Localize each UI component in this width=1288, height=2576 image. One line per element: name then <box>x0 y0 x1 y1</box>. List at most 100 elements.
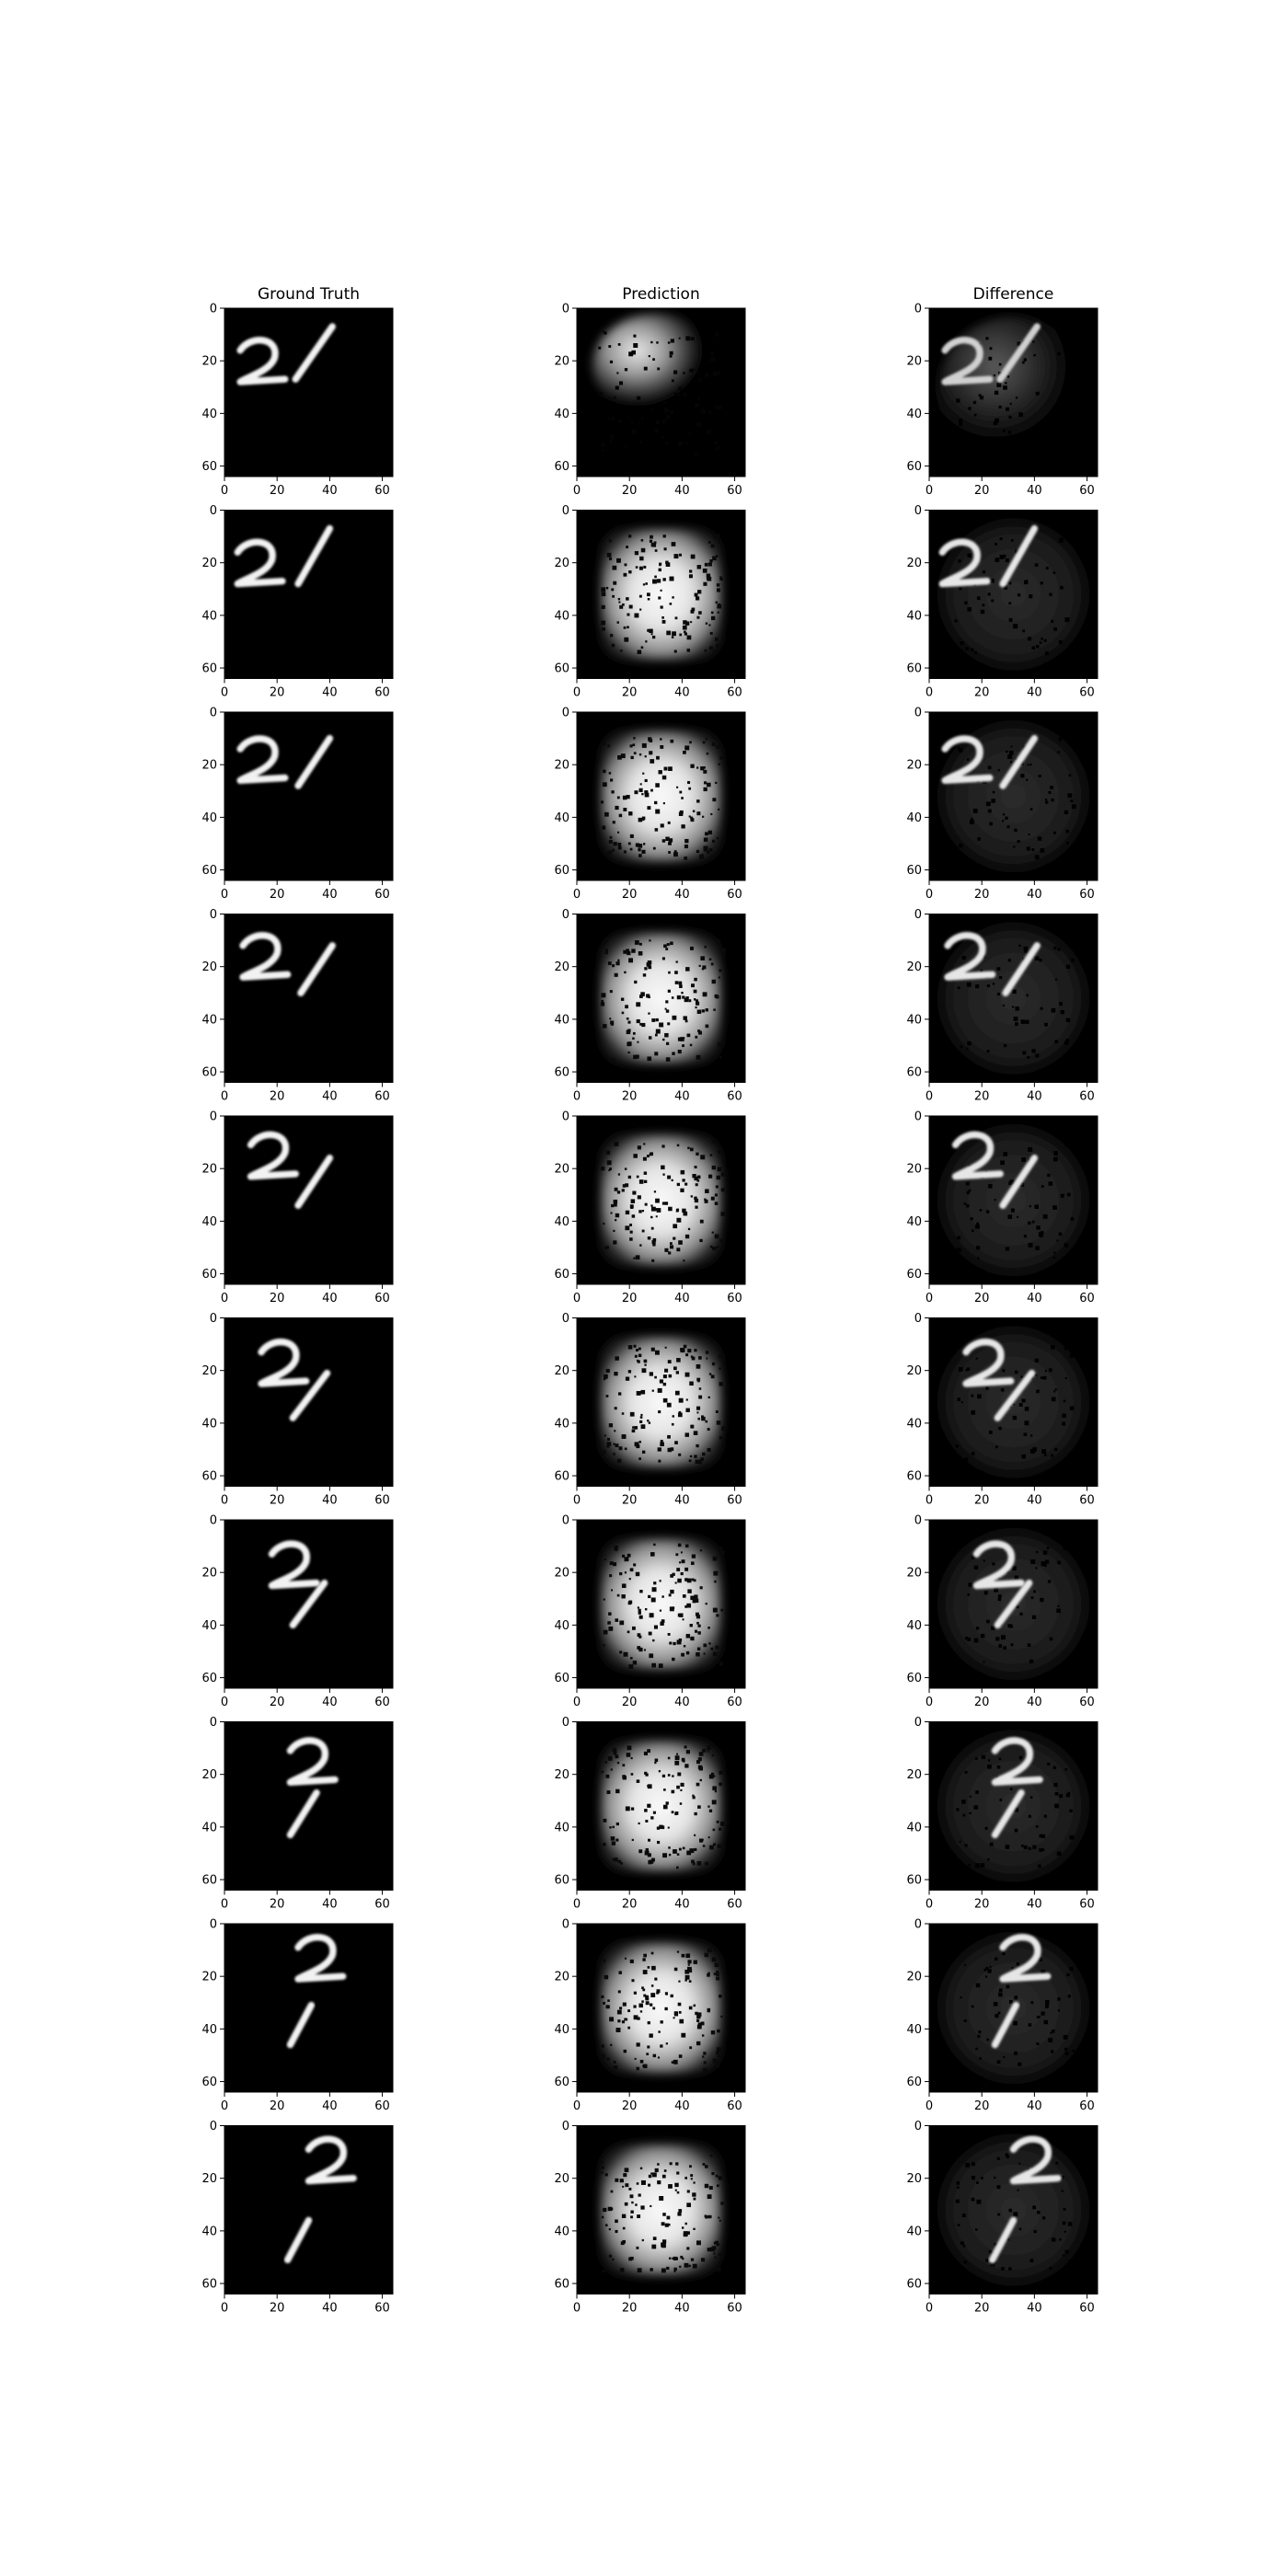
x-tick-label: 60 <box>727 888 742 902</box>
x-tick-label: 0 <box>221 1292 228 1305</box>
y-tick-label: 60 <box>906 2278 922 2292</box>
x-tick-label: 60 <box>1079 1696 1095 1709</box>
y-tick-label: 40 <box>554 2225 569 2238</box>
y-tick-label: 40 <box>201 609 217 623</box>
y-tick-label: 0 <box>562 1514 569 1528</box>
y-tick-label: 40 <box>201 1215 217 1229</box>
x-tick-label: 60 <box>374 888 390 902</box>
y-tick-label: 60 <box>906 1672 922 1685</box>
y-tick-label: 60 <box>906 662 922 676</box>
panel-difference-row-4: 0 20 40 60 0 20 40 60 <box>906 908 1098 1104</box>
x-tick-label: 40 <box>674 1696 690 1709</box>
column-title-difference: Difference <box>973 285 1054 304</box>
x-tick-label: 20 <box>974 2302 990 2316</box>
y-tick-label: 0 <box>210 1514 217 1528</box>
axes-frame <box>224 1721 394 1891</box>
y-tick-label: 40 <box>554 408 569 421</box>
x-tick-label: 20 <box>270 1090 285 1104</box>
axes-frame <box>928 2125 1098 2294</box>
x-tick-label: 60 <box>1079 484 1095 498</box>
y-tick-label: 60 <box>201 1268 217 1282</box>
x-tick-label: 0 <box>926 1696 933 1709</box>
x-tick-label: 0 <box>221 484 228 498</box>
x-tick-label: 0 <box>221 2099 228 2113</box>
y-tick-label: 20 <box>201 557 217 570</box>
panel-ground-truth-row-7: 0 20 40 60 0 20 40 60 <box>201 1514 394 1709</box>
y-tick-label: 0 <box>562 1312 569 1326</box>
x-tick-label: 40 <box>322 1090 338 1104</box>
y-tick-label: 0 <box>914 908 922 922</box>
x-tick-label: 40 <box>1027 484 1042 498</box>
x-tick-label: 40 <box>322 2099 338 2113</box>
axes-frame <box>928 711 1098 881</box>
y-tick-label: 60 <box>906 1066 922 1080</box>
panel-difference-row-2: 0 20 40 60 0 20 40 60 <box>906 504 1098 700</box>
x-tick-label: 0 <box>573 2302 581 2316</box>
y-tick-label: 60 <box>906 864 922 878</box>
x-tick-label: 60 <box>374 1898 390 1912</box>
y-tick-label: 40 <box>906 1013 922 1027</box>
axes-frame <box>576 307 746 477</box>
x-tick-label: 60 <box>727 1090 742 1104</box>
x-tick-label: 60 <box>374 2302 390 2316</box>
x-tick-label: 40 <box>322 484 338 498</box>
axes-frame <box>224 1317 394 1487</box>
panel-difference-row-5: 0 20 40 60 0 20 40 60 <box>906 1110 1098 1305</box>
x-tick-label: 40 <box>322 2302 338 2316</box>
x-tick-label: 40 <box>1027 2099 1042 2113</box>
panel-prediction-row-3: 0 20 40 60 0 20 40 60 <box>554 707 746 902</box>
x-tick-label: 60 <box>727 2099 742 2113</box>
y-tick-label: 20 <box>554 557 569 570</box>
y-tick-label: 60 <box>201 1874 217 1888</box>
y-tick-label: 0 <box>914 707 922 720</box>
y-tick-label: 40 <box>906 811 922 825</box>
y-tick-label: 20 <box>201 1768 217 1782</box>
x-tick-label: 60 <box>374 1090 390 1104</box>
x-tick-label: 60 <box>727 1898 742 1912</box>
x-tick-label: 60 <box>1079 686 1095 700</box>
x-tick-label: 0 <box>573 1292 581 1305</box>
panel-prediction-row-7: 0 20 40 60 0 20 40 60 <box>554 1514 746 1709</box>
y-tick-label: 60 <box>201 1066 217 1080</box>
axes-frame <box>928 1519 1098 1689</box>
y-tick-label: 0 <box>210 908 217 922</box>
y-tick-label: 60 <box>554 662 569 676</box>
y-tick-label: 0 <box>914 1514 922 1528</box>
y-tick-label: 40 <box>906 1417 922 1431</box>
x-tick-label: 0 <box>926 2302 933 2316</box>
x-tick-label: 20 <box>270 2302 285 2316</box>
x-tick-label: 20 <box>270 686 285 700</box>
y-tick-label: 0 <box>914 1312 922 1326</box>
column-title-prediction: Prediction <box>622 285 699 304</box>
y-tick-label: 0 <box>562 504 569 518</box>
y-tick-label: 60 <box>554 460 569 474</box>
x-tick-label: 20 <box>974 1898 990 1912</box>
x-tick-label: 40 <box>322 888 338 902</box>
y-tick-label: 0 <box>914 1716 922 1730</box>
y-tick-label: 20 <box>906 2172 922 2186</box>
axes-frame <box>928 1115 1098 1285</box>
panel-prediction-row-5: 0 20 40 60 0 20 40 60 <box>554 1110 746 1305</box>
x-tick-label: 20 <box>974 2099 990 2113</box>
y-tick-label: 20 <box>906 557 922 570</box>
x-tick-label: 20 <box>622 1292 638 1305</box>
x-tick-label: 20 <box>270 888 285 902</box>
y-tick-label: 20 <box>906 960 922 974</box>
y-tick-label: 20 <box>554 960 569 974</box>
y-tick-label: 60 <box>906 1470 922 1484</box>
y-tick-label: 40 <box>201 1013 217 1027</box>
x-tick-label: 20 <box>974 1494 990 1508</box>
x-tick-label: 20 <box>974 1292 990 1305</box>
panel-ground-truth-row-6: 0 20 40 60 0 20 40 60 <box>201 1312 394 1508</box>
axes-frame <box>576 1519 746 1689</box>
axes-frame <box>224 307 394 477</box>
x-tick-label: 40 <box>322 1494 338 1508</box>
y-tick-label: 20 <box>906 1364 922 1378</box>
panel-difference-row-6: 0 20 40 60 0 20 40 60 <box>906 1312 1098 1508</box>
axes-frame <box>576 510 746 679</box>
y-tick-label: 20 <box>201 1567 217 1581</box>
y-tick-label: 20 <box>201 1971 217 1984</box>
panel-prediction-row-4: 0 20 40 60 0 20 40 60 <box>554 908 746 1104</box>
y-tick-label: 0 <box>914 504 922 518</box>
y-tick-label: 40 <box>906 609 922 623</box>
